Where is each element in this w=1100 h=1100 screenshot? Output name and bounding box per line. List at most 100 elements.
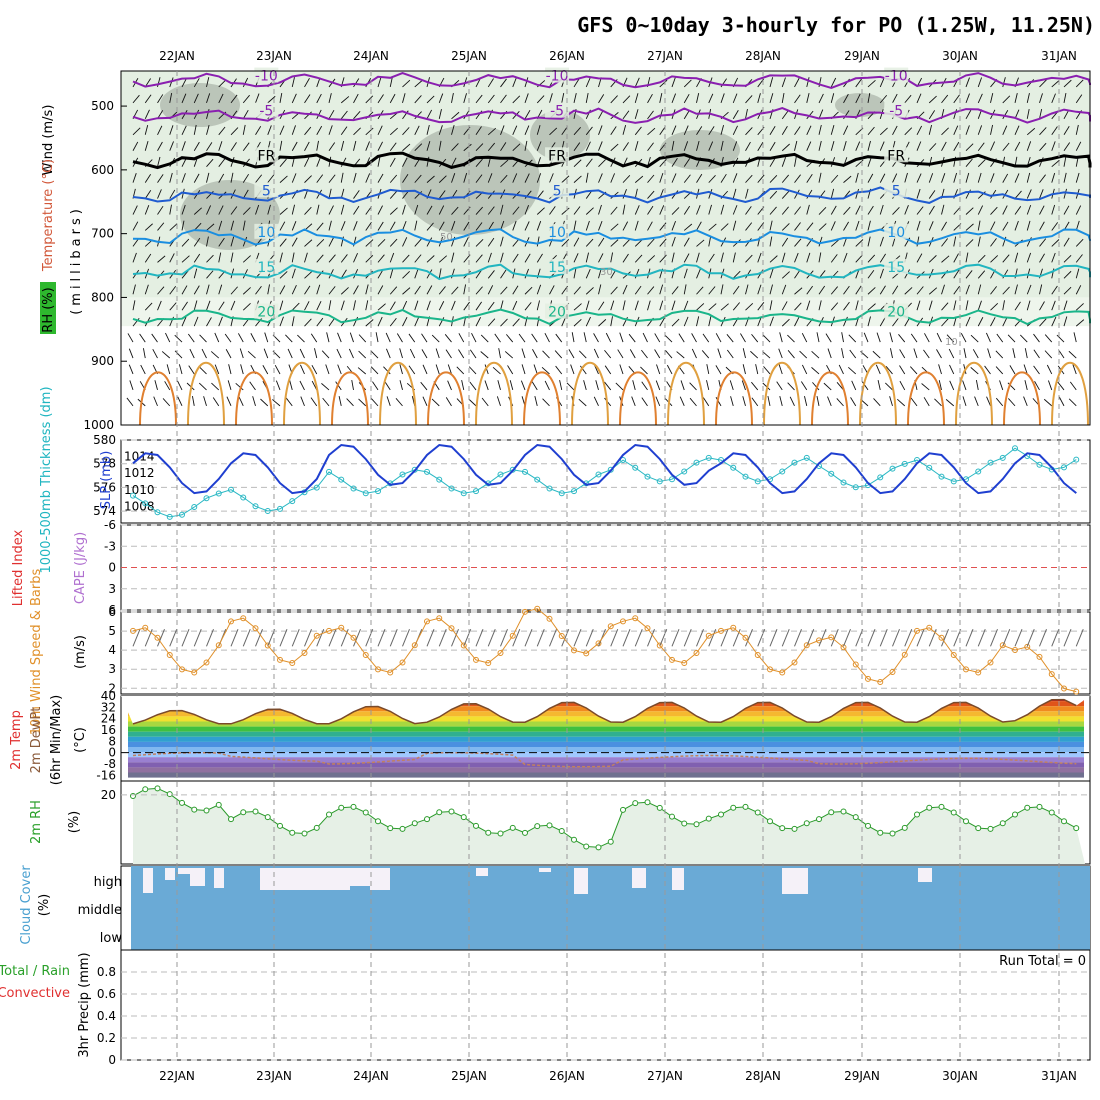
wind-barb bbox=[340, 300, 345, 311]
wind-barb bbox=[769, 255, 778, 263]
wind-barb bbox=[1063, 156, 1067, 167]
wind-barb bbox=[218, 205, 224, 215]
wind-barb bbox=[1075, 94, 1083, 104]
contour-label: 10 bbox=[257, 225, 275, 241]
wind-barb bbox=[622, 189, 627, 199]
contour-label-bg bbox=[254, 147, 279, 163]
wind-barb bbox=[353, 205, 360, 215]
wind-barb bbox=[806, 204, 810, 215]
wind-barb bbox=[585, 268, 591, 279]
wind-barb bbox=[512, 300, 518, 311]
wind10m-barb bbox=[536, 628, 545, 647]
wind-barb bbox=[995, 350, 1004, 359]
wind-barb bbox=[679, 396, 685, 407]
wind-barb bbox=[708, 253, 715, 263]
wind-barb bbox=[892, 125, 898, 135]
wind-barb bbox=[732, 173, 738, 183]
wind-barb bbox=[377, 173, 384, 183]
wind10m-barb bbox=[451, 628, 459, 647]
wind-barb bbox=[806, 174, 813, 183]
low-level-contour bbox=[667, 362, 705, 426]
wind10m-point bbox=[828, 634, 835, 641]
wind-barb bbox=[928, 190, 936, 199]
rh2m-point bbox=[1012, 811, 1018, 818]
wind-barb bbox=[647, 300, 651, 311]
wind-barb bbox=[536, 253, 543, 263]
contour-label: 20 bbox=[887, 305, 905, 321]
thickness-point bbox=[999, 454, 1006, 461]
wind-barb bbox=[610, 173, 616, 183]
wind-barb bbox=[720, 303, 729, 311]
wind-barb bbox=[536, 207, 545, 215]
temperature-color-band bbox=[128, 731, 1084, 737]
wind-barb bbox=[996, 333, 1004, 343]
wind-barb bbox=[389, 142, 397, 151]
wind-barb bbox=[683, 268, 688, 279]
wind-barb bbox=[953, 285, 960, 295]
wind-barb bbox=[316, 239, 325, 247]
wind-barb bbox=[843, 285, 850, 295]
wind-barb bbox=[414, 95, 422, 104]
wind-barb bbox=[1075, 124, 1079, 135]
wind-barb bbox=[953, 125, 959, 135]
wind-barb bbox=[654, 333, 661, 343]
wind-barb bbox=[974, 396, 979, 407]
wind-barb bbox=[830, 125, 835, 135]
run-total: Run Total = 0 bbox=[999, 954, 1086, 969]
wind-barb bbox=[691, 333, 697, 343]
rh2m-point bbox=[742, 803, 749, 810]
temperature-mask bbox=[121, 696, 1090, 724]
wind-barb bbox=[585, 141, 591, 151]
wind-barb bbox=[631, 396, 636, 407]
wind-barb bbox=[873, 398, 881, 407]
wind10m-barb bbox=[977, 628, 986, 647]
rh2m-point bbox=[999, 820, 1006, 827]
wind-barb bbox=[267, 125, 272, 135]
wind-barb bbox=[536, 220, 542, 231]
wind-barb bbox=[1063, 109, 1070, 120]
wind-barb bbox=[899, 380, 906, 391]
wind-barb bbox=[187, 333, 195, 343]
wind-barb bbox=[742, 348, 746, 359]
rh2m-point bbox=[803, 820, 810, 827]
contour-label: -5 bbox=[550, 104, 564, 120]
wind-barb bbox=[389, 127, 398, 136]
thickness-point bbox=[1073, 456, 1080, 463]
wind-barb bbox=[1024, 348, 1028, 359]
wind-barb bbox=[304, 126, 312, 136]
rh2m-point bbox=[460, 814, 467, 821]
wind10m-point bbox=[669, 656, 675, 663]
wind-barb bbox=[904, 78, 911, 88]
wind-barb bbox=[157, 205, 164, 215]
wind-barb bbox=[1063, 300, 1068, 311]
wind-barb bbox=[365, 95, 374, 104]
wind10m-barb bbox=[1026, 628, 1035, 647]
wind-barb bbox=[855, 172, 859, 183]
wind-barb bbox=[144, 124, 149, 135]
wind-barb bbox=[1007, 334, 1016, 343]
wind-barb bbox=[965, 270, 973, 279]
wind-barb bbox=[389, 157, 396, 167]
wind-barb bbox=[610, 252, 614, 263]
wind-barb bbox=[475, 222, 483, 231]
thickness-point bbox=[497, 471, 504, 478]
wind-barb bbox=[598, 319, 607, 327]
wind10m-point bbox=[240, 615, 247, 622]
wind-barb bbox=[953, 172, 958, 183]
wind-barb bbox=[781, 157, 787, 167]
wind-barb bbox=[132, 252, 137, 263]
wind10m-point bbox=[424, 618, 430, 625]
wind-barb bbox=[451, 111, 460, 120]
thickness-point bbox=[803, 454, 810, 461]
wind-barb bbox=[1033, 333, 1040, 343]
wind-barb bbox=[977, 142, 985, 151]
wind-barb bbox=[781, 77, 786, 88]
wind-barb bbox=[634, 205, 640, 215]
wind-barb bbox=[938, 380, 942, 391]
wind-barb bbox=[230, 220, 235, 231]
top-date-label: 23JAN bbox=[256, 49, 292, 63]
wind-barb bbox=[536, 141, 542, 151]
wind-barb bbox=[1051, 204, 1056, 215]
wind-barb bbox=[181, 141, 186, 151]
bottom-date-label: 26JAN bbox=[549, 1069, 585, 1083]
